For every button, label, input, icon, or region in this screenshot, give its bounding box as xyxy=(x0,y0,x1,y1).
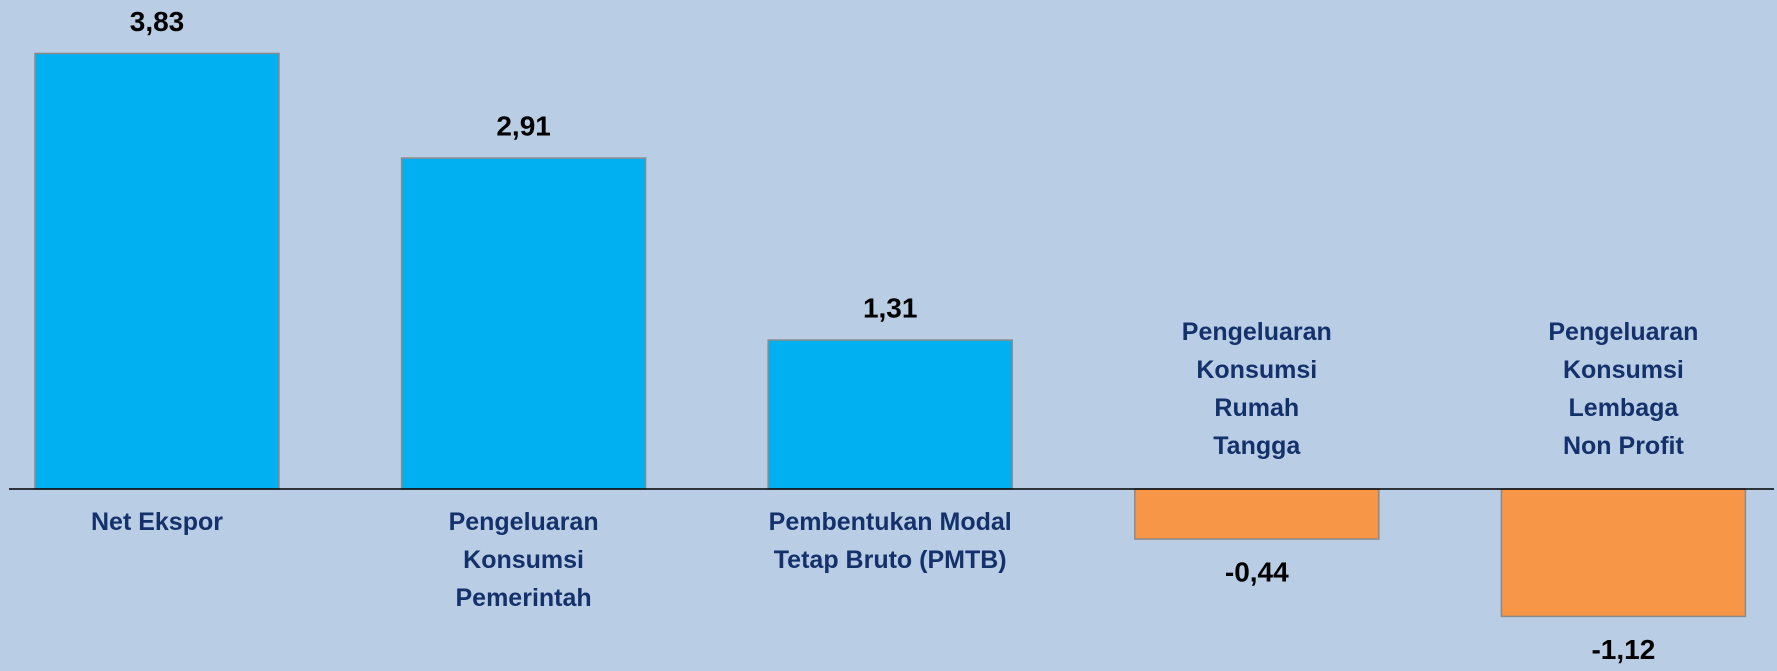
category-line: Pengeluaran xyxy=(449,508,599,536)
category-line: Tangga xyxy=(1213,432,1301,460)
value-label: 2,91 xyxy=(496,110,551,141)
category-line: Lembaga xyxy=(1569,394,1680,422)
value-label: -0,44 xyxy=(1225,556,1289,587)
bar xyxy=(767,339,1013,490)
category-label: Pengeluaran Konsumsi Lembaga Non Profit xyxy=(1548,318,1698,460)
category-label: Net Ekspor xyxy=(91,508,223,536)
value-label: -1,12 xyxy=(1591,634,1655,665)
category-line: Net Ekspor xyxy=(91,508,223,536)
category-line: Non Profit xyxy=(1563,432,1684,460)
value-label: 3,83 xyxy=(130,6,185,37)
category-line: Konsumsi xyxy=(1196,356,1317,384)
bar xyxy=(1500,488,1747,618)
category-line: Rumah xyxy=(1214,394,1299,422)
category-label: Pengeluaran Konsumsi Pemerintah xyxy=(449,508,599,612)
category-line: Pengeluaran xyxy=(1182,318,1332,346)
category-label: Pengeluaran Konsumsi Rumah Tangga xyxy=(1182,318,1332,460)
category-line: Pembentukan Modal xyxy=(769,508,1012,536)
category-label: Pembentukan Modal Tetap Bruto (PMTB) xyxy=(769,508,1012,574)
bar xyxy=(1134,488,1380,540)
value-label: 1,31 xyxy=(863,292,918,323)
category-line: Tetap Bruto (PMTB) xyxy=(774,546,1007,574)
category-line: Pemerintah xyxy=(456,584,592,612)
category-line: Pengeluaran xyxy=(1548,318,1698,346)
bar xyxy=(400,157,647,490)
category-line: Konsumsi xyxy=(463,546,584,574)
bar xyxy=(34,52,280,490)
category-line: Konsumsi xyxy=(1563,356,1684,384)
